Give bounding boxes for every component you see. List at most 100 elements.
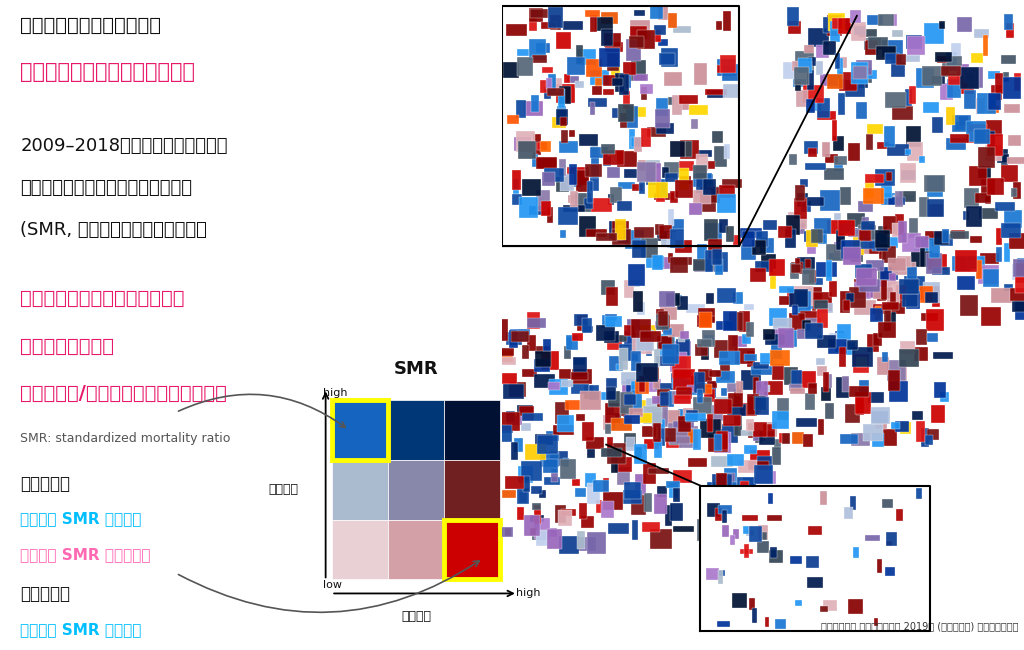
Bar	[881, 270, 891, 292]
Bar	[856, 102, 866, 119]
Bar	[624, 433, 636, 447]
Bar	[659, 179, 668, 196]
Bar	[883, 430, 897, 447]
Bar	[573, 177, 583, 187]
Bar	[807, 70, 814, 90]
Bar	[535, 434, 553, 445]
Bar	[768, 493, 773, 504]
Bar	[892, 258, 907, 275]
Bar	[569, 164, 577, 185]
Bar	[632, 519, 638, 540]
Bar	[618, 181, 636, 189]
Bar	[767, 515, 781, 521]
Bar	[699, 187, 720, 203]
Bar	[685, 141, 692, 157]
Bar	[835, 53, 840, 69]
Bar	[873, 304, 891, 315]
Bar	[728, 393, 743, 407]
Bar	[547, 529, 562, 549]
Bar	[711, 187, 723, 195]
Bar	[816, 335, 836, 348]
Bar	[648, 467, 669, 474]
Bar	[595, 78, 602, 86]
Bar	[946, 51, 957, 71]
Bar	[524, 445, 546, 460]
Bar	[995, 247, 1002, 262]
Bar	[763, 525, 777, 534]
Bar	[882, 499, 893, 508]
Bar	[797, 418, 817, 427]
Bar	[517, 49, 529, 56]
Bar	[669, 209, 674, 226]
Bar	[636, 380, 648, 394]
Bar	[679, 168, 689, 190]
Bar	[968, 72, 978, 81]
Bar	[893, 195, 913, 202]
Bar	[653, 423, 660, 442]
Bar	[666, 173, 678, 182]
Bar	[517, 488, 528, 504]
Bar	[713, 248, 722, 265]
Bar	[720, 571, 725, 577]
Bar	[624, 415, 640, 424]
Bar	[735, 515, 757, 533]
Bar	[631, 60, 646, 81]
Bar	[563, 205, 585, 213]
Bar	[535, 352, 551, 367]
Bar	[530, 9, 548, 18]
Bar	[674, 369, 694, 390]
Bar	[535, 346, 550, 354]
Bar	[523, 515, 541, 536]
Bar	[803, 434, 813, 447]
Bar	[824, 168, 844, 179]
Bar	[333, 519, 388, 579]
Bar	[847, 213, 864, 227]
Bar	[658, 311, 668, 326]
Bar	[577, 414, 585, 421]
Bar	[1001, 223, 1021, 237]
Bar	[805, 318, 820, 337]
Bar	[707, 414, 713, 432]
Bar	[823, 18, 829, 33]
Bar	[702, 179, 716, 196]
Bar	[603, 415, 614, 430]
Bar	[736, 382, 742, 396]
Bar	[970, 237, 982, 243]
Bar	[702, 194, 716, 212]
Bar	[920, 248, 925, 267]
Bar	[1016, 263, 1024, 283]
Bar	[522, 345, 528, 359]
Bar	[985, 145, 1002, 161]
Bar	[916, 68, 934, 88]
Bar	[603, 150, 625, 164]
Bar	[863, 424, 883, 441]
Bar	[883, 352, 889, 362]
Bar	[862, 217, 868, 227]
Bar	[888, 144, 909, 156]
Bar	[616, 202, 632, 211]
Bar	[688, 385, 702, 395]
Bar	[627, 280, 640, 287]
Bar	[638, 413, 652, 423]
Bar	[670, 191, 678, 203]
Bar	[536, 530, 548, 546]
Bar	[548, 74, 556, 95]
Bar	[1001, 150, 1008, 165]
Bar	[817, 419, 824, 436]
Bar	[542, 172, 555, 186]
Bar	[854, 26, 866, 35]
Bar	[522, 369, 537, 377]
Bar	[657, 426, 665, 446]
Bar	[531, 55, 547, 62]
Bar	[769, 551, 782, 563]
Text: 都道府県 SMR が低いが: 都道府県 SMR が低いが	[20, 622, 141, 637]
Bar	[708, 161, 715, 168]
Bar	[497, 319, 508, 341]
Bar	[657, 336, 674, 350]
Bar	[644, 439, 659, 449]
Bar	[720, 55, 736, 73]
Bar	[567, 166, 589, 185]
Bar	[774, 439, 781, 449]
Bar	[657, 231, 676, 241]
Bar	[836, 230, 846, 250]
